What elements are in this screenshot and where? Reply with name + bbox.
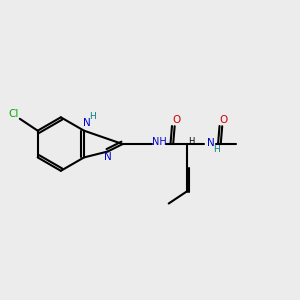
Text: N: N [207,138,215,148]
Text: O: O [220,115,228,125]
Text: H: H [188,136,194,146]
Text: H: H [213,145,220,154]
Text: H: H [89,112,96,121]
Text: Cl: Cl [8,109,19,119]
Text: NH: NH [152,137,167,147]
Text: N: N [83,118,91,128]
Text: O: O [172,115,180,125]
Text: N: N [104,152,112,162]
